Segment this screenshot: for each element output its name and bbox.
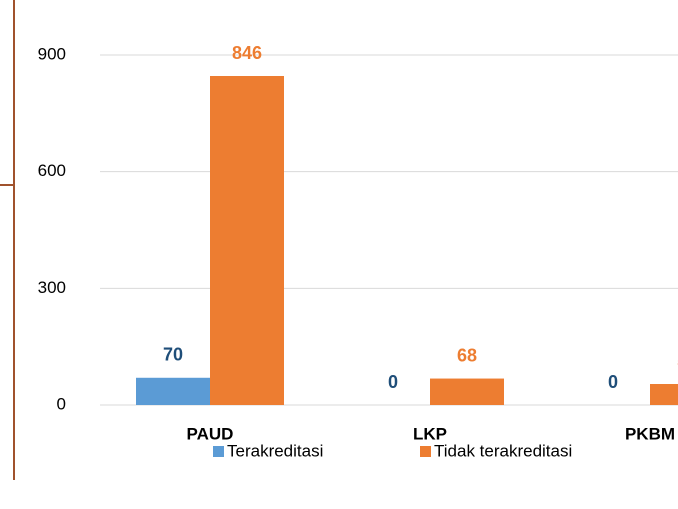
bar bbox=[430, 378, 504, 405]
y-tick-label: 600 bbox=[38, 161, 66, 180]
y-tick-label: 300 bbox=[38, 278, 66, 297]
bar bbox=[650, 384, 678, 405]
x-tick-label: PKBM bbox=[625, 424, 675, 443]
data-label: 68 bbox=[457, 345, 477, 365]
y-tick-label: 900 bbox=[38, 44, 66, 63]
legend-label: Terakreditasi bbox=[227, 441, 323, 460]
bar bbox=[210, 76, 284, 405]
y-tick-label: 0 bbox=[57, 394, 66, 413]
data-label: 0 bbox=[608, 372, 618, 392]
legend-swatch bbox=[420, 446, 431, 457]
x-tick-label: PAUD bbox=[187, 424, 234, 443]
data-label: 70 bbox=[163, 345, 183, 365]
bar bbox=[136, 377, 210, 405]
data-label: 846 bbox=[232, 43, 262, 63]
data-label: 0 bbox=[388, 372, 398, 392]
legend-swatch bbox=[213, 446, 224, 457]
data-label: 54 bbox=[677, 351, 678, 371]
x-tick-label: LKP bbox=[413, 424, 447, 443]
legend-label: Tidak terakreditasi bbox=[434, 441, 572, 460]
